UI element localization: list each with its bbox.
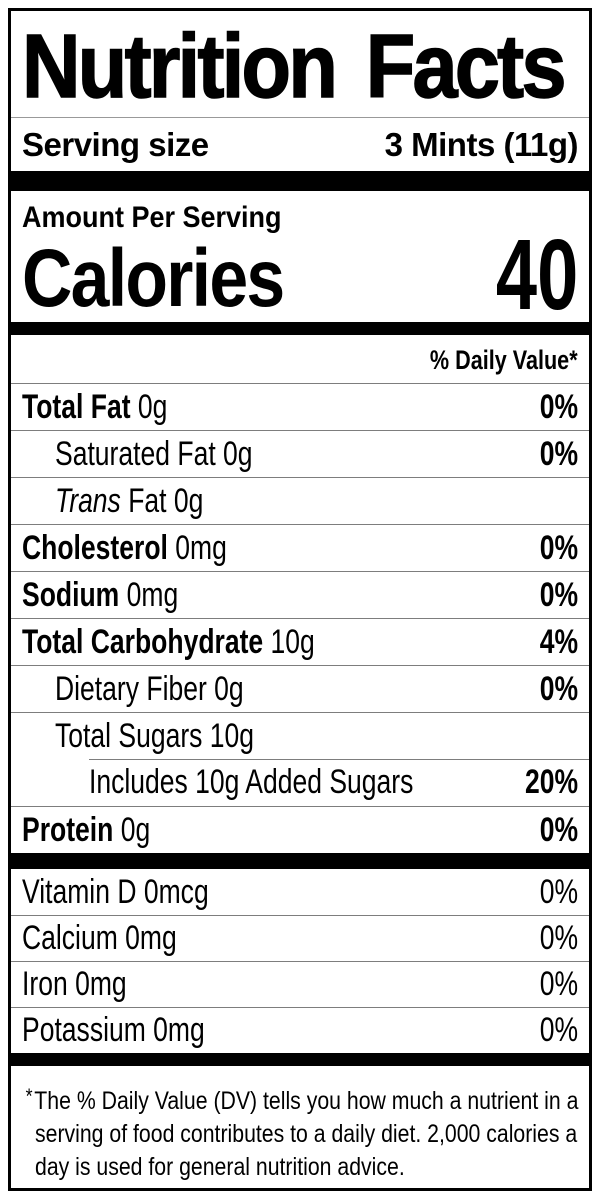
daily-value-header-row: % Daily Value* [11,335,589,383]
serving-size-label: Serving size [22,125,209,163]
nutrient-name: Includes 10g Added Sugars [89,763,414,801]
nutrient-amount: 0mg [119,575,179,614]
footnote-line: day is used for general nutrition advice… [35,1153,405,1181]
nutrient-row: Protein 0g 0% [11,806,589,853]
footnote-line: serving of food contributes to a daily d… [35,1120,578,1148]
vitamin-daily-value: 0% [539,965,578,1003]
nutrient-row: Saturated Fat 0g 0% [11,430,589,477]
amount-per-serving-row: Amount Per Serving [11,191,589,234]
nutrient-row: Includes 10g Added Sugars 20% [11,759,589,806]
vitamin-list: Vitamin D 0mcg 0% Calcium 0mg 0% Iron 0mg 0% P… [11,869,589,1053]
calories-value: 40 [495,219,578,331]
nutrient-name: Trans [55,481,121,520]
nutrient-name: Total Fat [22,387,131,426]
nutrient-name: Protein [22,810,114,849]
nutrient-text: Protein 0g [22,811,150,850]
footnote: *The % Daily Value (DV) tells you how mu… [11,1066,589,1184]
nutrient-amount: 0g [206,669,244,708]
nutrient-text: Dietary Fiber 0g [55,670,244,709]
nutrient-daily-value: 0% [539,575,578,614]
nutrient-row: Total Carbohydrate 10g 4% [11,618,589,665]
label-title: Nutrition Facts [21,17,567,117]
thick-divider-calories [11,322,589,335]
nutrient-amount: 0g [113,810,151,849]
nutrient-name: Cholesterol [22,528,168,567]
nutrient-row: Sodium 0mg 0% [11,571,589,618]
nutrient-amount: 10g [202,716,255,755]
vitamin-text: Vitamin D 0mcg [22,872,209,911]
vitamin-row: Potassium 0mg 0% [11,1007,589,1053]
vitamin-text: Iron 0mg [22,965,127,1003]
nutrient-text: Trans Fat 0g [55,482,203,521]
nutrient-amount: 0g [215,434,253,473]
nutrient-daily-value: 0% [539,669,578,708]
nutrient-daily-value: 0% [539,434,578,473]
nutrient-name: Total Sugars [55,716,203,755]
nutrient-daily-value: 0% [539,387,578,426]
nutrient-name: Total Carbohydrate [22,622,264,661]
nutrient-text: Total Fat 0g [22,388,167,427]
thick-divider-protein [11,853,589,869]
nutrient-row: Total Fat 0g 0% [11,383,589,430]
nutrient-list: Total Fat 0g 0% Saturated Fat 0g 0% Trans Fa… [11,383,589,853]
nutrient-row: Total Sugars 10g [11,712,589,759]
nutrient-amount: Fat 0g [120,481,204,520]
nutrient-name: Saturated Fat [55,434,216,473]
nutrient-name: Dietary Fiber [55,669,207,708]
nutrient-text: Saturated Fat 0g [55,435,253,474]
thick-divider-top [11,171,589,191]
nutrient-row: Cholesterol 0mg 0% [11,524,589,571]
nutrient-daily-value: 0% [539,810,578,849]
thick-divider-vitamins [11,1053,589,1066]
vitamin-text: Calcium 0mg [22,919,177,957]
nutrient-text: Total Carbohydrate 10g [22,623,315,662]
vitamin-text: Potassium 0mg [22,1011,205,1049]
nutrition-facts-label: Nutrition Facts Serving size 3 Mints (11… [8,8,592,1191]
calories-row: Calories 40 [11,219,589,331]
vitamin-row: Calcium 0mg 0% [11,915,589,961]
daily-value-header: % Daily Value* [430,345,578,375]
nutrient-row: Trans Fat 0g [11,477,589,524]
vitamin-daily-value: 0% [539,919,578,957]
vitamin-row: Vitamin D 0mcg 0% [11,869,589,915]
nutrient-text: Includes 10g Added Sugars [89,763,413,802]
serving-size-value: 3 Mints (11g) [384,125,579,163]
footnote-line: *The % Daily Value (DV) tells you how mu… [26,1080,579,1118]
nutrient-daily-value: 0% [539,528,578,567]
calories-label: Calories [22,233,285,324]
title-block: Nutrition Facts [11,11,589,118]
nutrient-amount: 0g [130,387,168,426]
nutrient-daily-value: 4% [539,622,578,661]
nutrient-amount: 0mg [167,528,227,567]
nutrient-text: Cholesterol 0mg [22,529,227,568]
vitamin-row: Iron 0mg 0% [11,961,589,1007]
serving-size-row: Serving size 3 Mints (11g) [11,118,589,171]
nutrient-row: Dietary Fiber 0g 0% [11,665,589,712]
nutrient-name: Sodium [22,575,120,614]
amount-per-serving-label: Amount Per Serving [22,201,282,234]
nutrient-daily-value: 20% [524,763,578,801]
vitamin-daily-value: 0% [539,872,578,911]
footnote-asterisk: * [25,1085,33,1108]
nutrient-amount: 10g [263,622,315,661]
vitamin-daily-value: 0% [539,1011,578,1049]
nutrient-text: Total Sugars 10g [55,717,254,756]
nutrient-text: Sodium 0mg [22,576,178,615]
